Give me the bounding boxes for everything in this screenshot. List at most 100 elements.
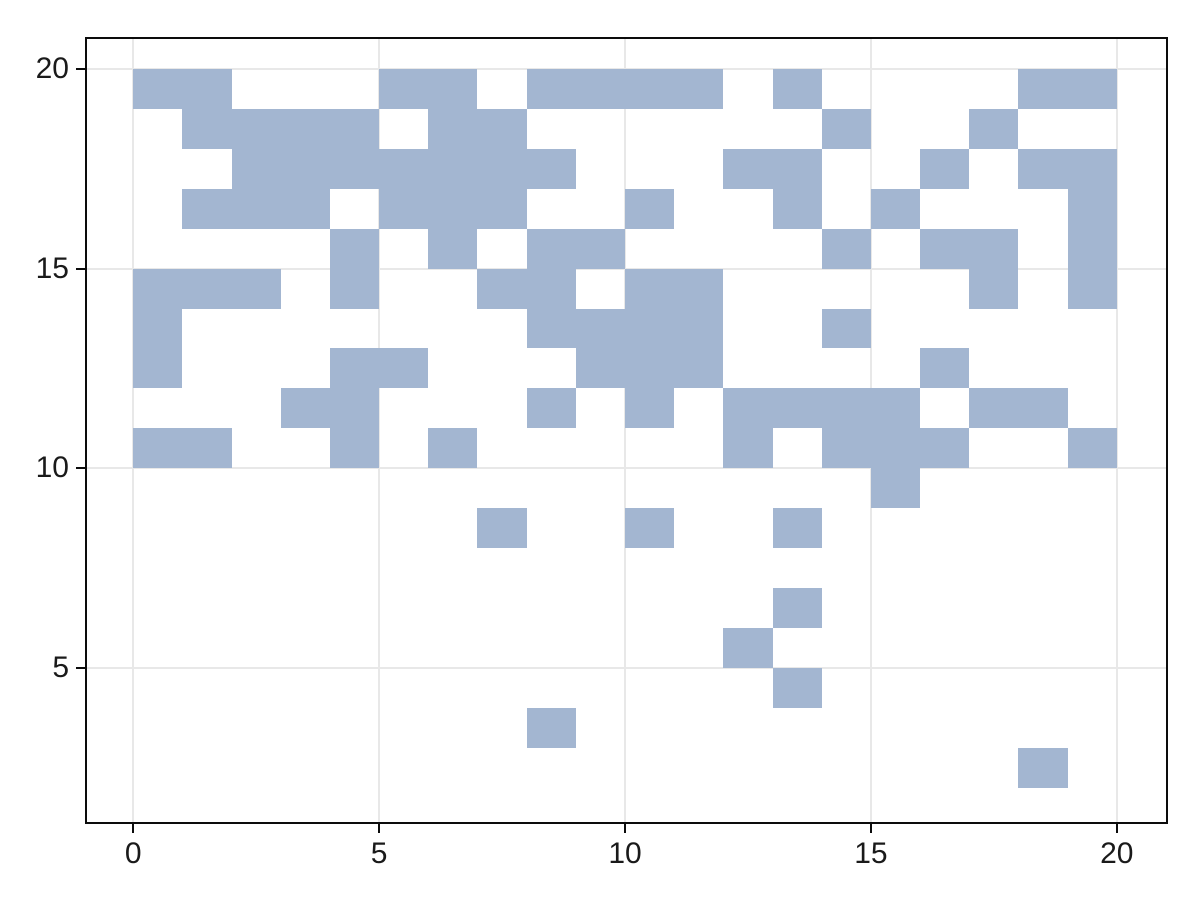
- x-tick-label-0: 0: [124, 837, 142, 870]
- heatmap-cell-11-12: [674, 348, 724, 389]
- x-tick-20: [1115, 824, 1118, 833]
- heatmap-cell-18-19: [1018, 68, 1068, 109]
- heatmap-cell-9-19: [575, 68, 626, 109]
- heatmap-cell-6-16: [428, 188, 478, 229]
- heatmap-cell-10-8: [625, 508, 675, 549]
- heatmap-cell-6-19: [428, 68, 478, 109]
- heatmap-cell-12-5: [723, 627, 773, 668]
- heatmap-cell-5-19: [379, 68, 429, 109]
- heatmap-cell-0-14: [133, 268, 183, 309]
- heatmap-cell-10-19: [625, 68, 675, 109]
- heatmap-cell-16-15: [920, 228, 970, 269]
- heatmap-cell-13-4: [772, 667, 822, 708]
- heatmap-cell-3-11: [280, 388, 330, 429]
- heatmap-cell-13-19: [772, 68, 822, 109]
- heatmap-cell-8-17: [526, 148, 576, 189]
- heatmap-cell-5-12: [379, 348, 429, 389]
- y-tick-5: [76, 666, 85, 669]
- heatmap-cell-11-13: [674, 308, 724, 349]
- heatmap-cell-9-12: [575, 348, 626, 389]
- heatmap-cell-10-11: [625, 388, 675, 429]
- heatmap-cell-13-8: [772, 508, 822, 549]
- heatmap-cell-13-17: [772, 148, 822, 189]
- x-tick-15: [869, 824, 872, 833]
- heatmap-cell-19-14: [1067, 268, 1117, 309]
- heatmap-cell-4-14: [329, 268, 380, 309]
- heatmap-cell-19-19: [1067, 68, 1117, 109]
- heatmap-cell-3-16: [280, 188, 330, 229]
- heatmap-cell-4-15: [329, 228, 380, 269]
- x-tick-0: [132, 824, 135, 833]
- heatmap-cell-1-18: [182, 108, 232, 149]
- heatmap-cell-1-14: [182, 268, 232, 309]
- heatmap-cell-2-14: [231, 268, 281, 309]
- heatmap-cell-14-15: [821, 228, 871, 269]
- heatmap-cell-4-17: [329, 148, 380, 189]
- y-gridline-5: [87, 666, 1166, 669]
- heatmap-cell-19-15: [1067, 228, 1117, 269]
- heatmap-cell-7-14: [477, 268, 527, 309]
- heatmap-cell-15-11: [870, 388, 921, 429]
- heatmap-cell-0-13: [133, 308, 183, 349]
- x-tick-10: [624, 824, 627, 833]
- heatmap-cell-11-19: [674, 68, 724, 109]
- heatmap-cell-4-11: [329, 388, 380, 429]
- heatmap-cell-7-17: [477, 148, 527, 189]
- heatmap-cell-19-17: [1067, 148, 1117, 189]
- heatmap-cell-12-10: [723, 428, 773, 469]
- y-tick-20: [76, 67, 85, 70]
- heatmap-cell-10-12: [625, 348, 675, 389]
- x-tick-label-10: 10: [608, 837, 642, 870]
- heatmap-cell-8-13: [526, 308, 576, 349]
- x-tick-label-15: 15: [854, 837, 888, 870]
- heatmap-cell-7-8: [477, 508, 527, 549]
- heatmap-cell-1-16: [182, 188, 232, 229]
- heatmap-cell-15-10: [870, 428, 921, 469]
- heatmap-cell-6-18: [428, 108, 478, 149]
- heatmap-cell-6-10: [428, 428, 478, 469]
- heatmap-cell-16-10: [920, 428, 970, 469]
- heatmap-cell-10-16: [625, 188, 675, 229]
- heatmap-cell-8-3: [526, 707, 576, 748]
- heatmap-cell-14-10: [821, 428, 871, 469]
- heatmap-cell-6-17: [428, 148, 478, 189]
- y-tick-label-10: 10: [35, 451, 69, 485]
- x-tick-label-5: 5: [370, 837, 388, 870]
- heatmap-cell-9-15: [575, 228, 626, 269]
- heatmap-cell-9-13: [575, 308, 626, 349]
- plot-area: 0 5 10 15 20 5 10 15 20: [36, 37, 1168, 870]
- heatmap-cell-8-19: [526, 68, 576, 109]
- heatmap-cell-8-15: [526, 228, 576, 269]
- heatmap-cell-17-14: [969, 268, 1019, 309]
- heatmap-cell-17-18: [969, 108, 1019, 149]
- y-gridline-10: [87, 467, 1166, 470]
- heatmap-cell-10-13: [625, 308, 675, 349]
- heatmap-cell-13-6: [772, 588, 822, 628]
- heatmap-cell-18-11: [1018, 388, 1068, 429]
- heatmap-cell-11-14: [674, 268, 724, 309]
- heatmap-cell-0-12: [133, 348, 183, 389]
- x-tick-5: [378, 824, 381, 833]
- heatmap-cell-5-17: [379, 148, 429, 189]
- heatmap-cell-17-11: [969, 388, 1019, 429]
- heatmap-cell-3-17: [280, 148, 330, 189]
- heatmap-cell-3-18: [280, 108, 330, 149]
- y-tick-15: [76, 267, 85, 270]
- y-tick-label-15: 15: [35, 251, 69, 285]
- heatmap-cell-2-18: [231, 108, 281, 149]
- heatmap-cell-8-14: [526, 268, 576, 309]
- heatmap-cell-17-15: [969, 228, 1019, 269]
- heatmap-cell-15-16: [870, 188, 921, 229]
- heatmap-cell-4-12: [329, 348, 380, 389]
- heatmap-cell-7-18: [477, 108, 527, 149]
- heatmap-cell-18-2: [1018, 747, 1068, 788]
- heatmap-cell-4-10: [329, 428, 380, 469]
- heatmap-cell-16-12: [920, 348, 970, 389]
- y-tick-label-5: 5: [52, 650, 69, 684]
- heatmap-cell-2-16: [231, 188, 281, 229]
- heatmap-cell-19-16: [1067, 188, 1117, 229]
- x-gridline-20: [1115, 39, 1118, 822]
- heatmap-cell-15-9: [870, 468, 921, 509]
- heatmap-cell-13-16: [772, 188, 822, 229]
